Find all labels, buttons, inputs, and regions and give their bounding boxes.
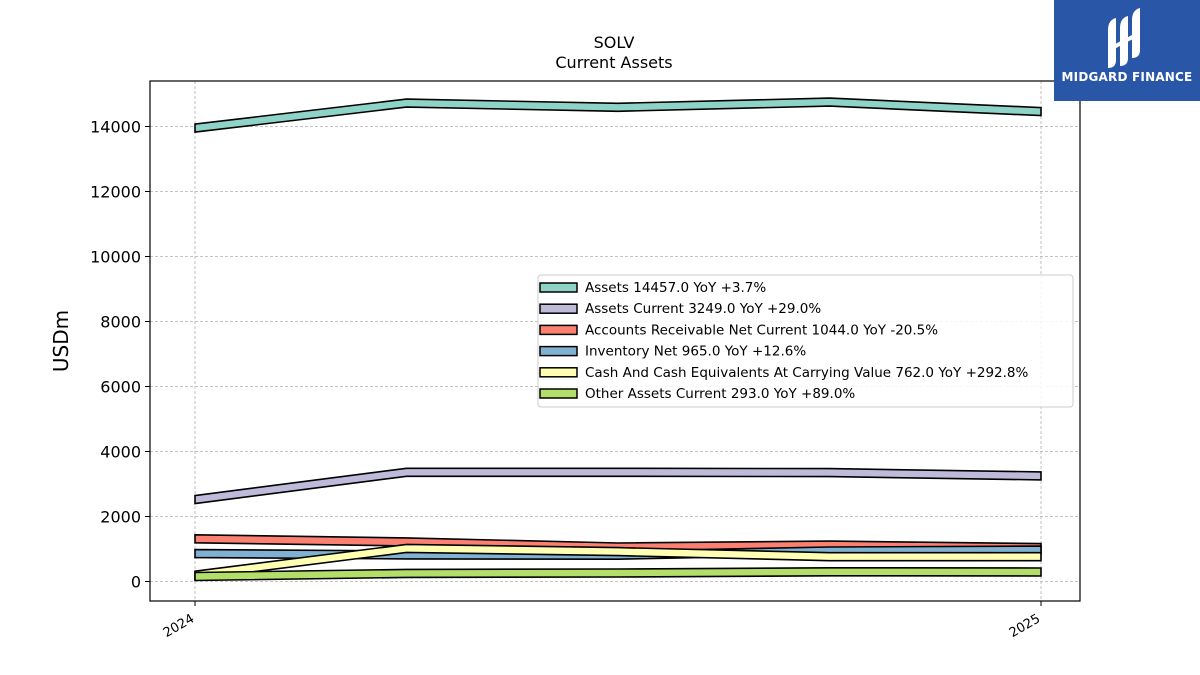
x-tick-label: 2025 xyxy=(1007,611,1043,641)
plot-frame xyxy=(149,80,1081,602)
legend-swatch xyxy=(539,282,578,293)
series-band xyxy=(194,97,1042,134)
logo-text: MIDGARD FINANCE xyxy=(1061,70,1193,84)
y-tick-label: 2000 xyxy=(100,508,141,527)
legend-swatch xyxy=(539,303,578,314)
chart-subtitle: Current Assets xyxy=(555,53,672,72)
legend-swatch xyxy=(539,388,578,399)
legend: Assets 14457.0 YoY +3.7% Assets Current 3… xyxy=(537,274,1074,408)
series-layer xyxy=(194,97,1042,582)
chart-title: SOLV xyxy=(594,33,635,52)
legend-entry: Cash And Cash Equivalents At Carrying Va… xyxy=(585,365,1029,381)
legend-swatch xyxy=(539,367,578,378)
legend-entry: Other Assets Current 293.0 YoY +89.0% xyxy=(585,386,855,402)
y-tick-label: 6000 xyxy=(100,378,141,397)
series-band xyxy=(194,467,1042,505)
y-tick-label: 0 xyxy=(131,573,141,592)
y-tick-label: 14000 xyxy=(90,118,141,137)
legend-swatch xyxy=(539,324,578,336)
series-band xyxy=(194,566,1042,582)
x-tick-label: 2024 xyxy=(161,611,197,641)
legend-box xyxy=(537,274,1074,408)
logo-mark-icon xyxy=(1108,8,1140,68)
y-axis: 0 2000 4000 6000 8000 10000 12000 14000 xyxy=(90,118,150,592)
y-tick-label: 10000 xyxy=(90,248,141,267)
x-axis: 2024 2025 xyxy=(161,601,1043,641)
legend-entry: Assets Current 3249.0 YoY +29.0% xyxy=(585,301,821,317)
y-tick-label: 8000 xyxy=(100,313,141,332)
series-band xyxy=(194,543,1042,581)
midgard-finance-logo: MIDGARD FINANCE xyxy=(1054,0,1200,101)
legend-entry: Accounts Receivable Net Current 1044.0 Y… xyxy=(585,322,938,338)
y-axis-label: USDm xyxy=(49,310,73,372)
legend-entry: Inventory Net 965.0 YoY +12.6% xyxy=(585,344,806,360)
y-tick-label: 4000 xyxy=(100,443,141,462)
legend-swatch xyxy=(539,345,578,357)
legend-entry: Assets 14457.0 YoY +3.7% xyxy=(585,280,766,296)
y-tick-label: 12000 xyxy=(90,183,141,202)
